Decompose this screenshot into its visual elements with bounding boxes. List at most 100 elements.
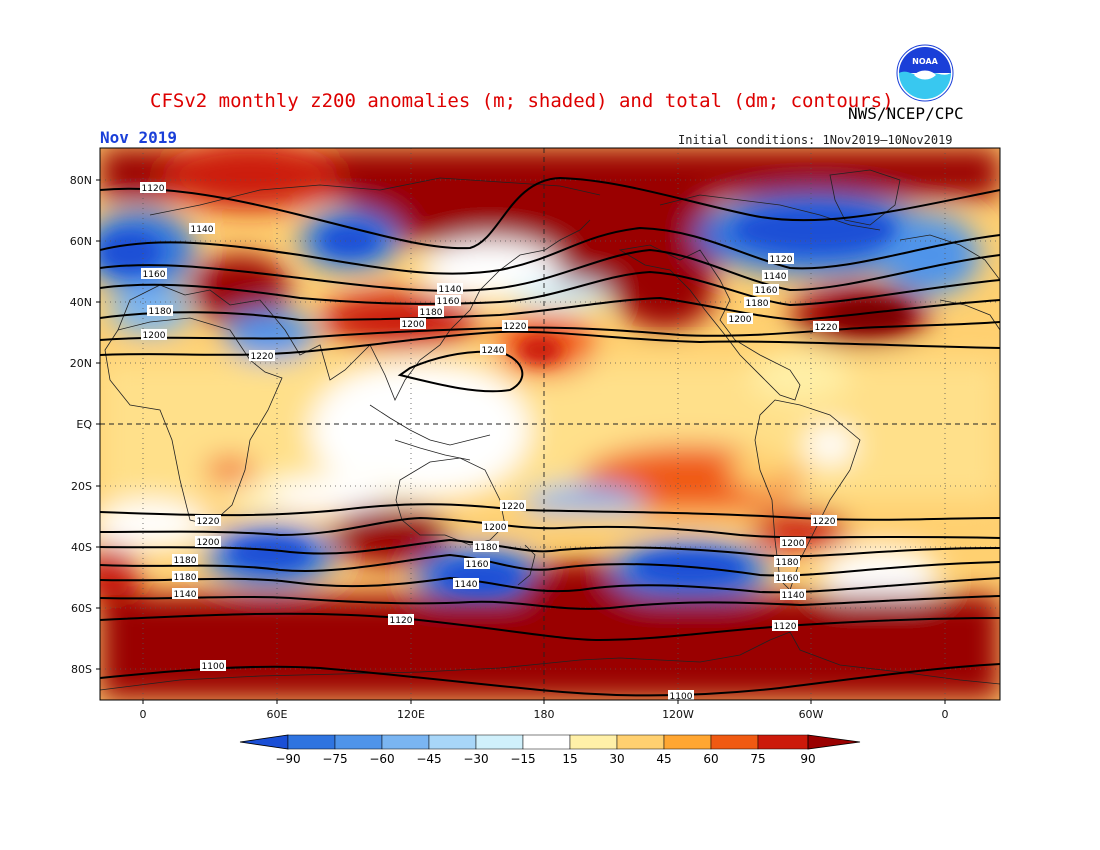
lat-label: 80N bbox=[70, 174, 92, 187]
contour-label: 1140 bbox=[762, 270, 788, 282]
colorbar-label: −90 bbox=[275, 752, 300, 766]
contour-label: 1140 bbox=[453, 578, 479, 590]
contour-label: 1200 bbox=[482, 521, 508, 533]
lat-label: 40S bbox=[71, 541, 92, 554]
colorbar-label: −75 bbox=[322, 752, 347, 766]
colorbar-swatch bbox=[475, 734, 524, 750]
colorbar-label: −45 bbox=[416, 752, 441, 766]
contour-label: 1160 bbox=[753, 284, 779, 296]
longitude-labels: 0 60E 120E 180 120W 60W 0 bbox=[140, 708, 949, 721]
colorbar-swatch bbox=[663, 734, 712, 750]
contour-label-text: 1140 bbox=[764, 272, 787, 282]
contour-label-text: 1220 bbox=[251, 352, 274, 362]
contour-label: 1120 bbox=[772, 620, 798, 632]
colorbar-label: 60 bbox=[703, 752, 718, 766]
contour-label: 1200 bbox=[727, 313, 753, 325]
contour-label: 1200 bbox=[780, 537, 806, 549]
contour-label: 1220 bbox=[502, 320, 528, 332]
agency-label: NWS/NCEP/CPC bbox=[848, 104, 964, 123]
contour-label: 1160 bbox=[435, 295, 461, 307]
contour-label: 1180 bbox=[473, 541, 499, 553]
lon-label: 0 bbox=[942, 708, 949, 721]
contour-label: 1100 bbox=[200, 660, 226, 672]
contour-label-text: 1180 bbox=[475, 543, 498, 553]
contour-label-text: 1200 bbox=[143, 331, 166, 341]
contour-label: 1220 bbox=[195, 515, 221, 527]
contour-label-text: 1240 bbox=[482, 346, 505, 356]
anomaly-shading bbox=[100, 148, 1000, 700]
contour-label-text: 1180 bbox=[746, 299, 769, 309]
contour-label: 1220 bbox=[811, 515, 837, 527]
colorbar-label: −30 bbox=[463, 752, 488, 766]
contour-label-text: 1220 bbox=[197, 517, 220, 527]
lat-label: 80S bbox=[71, 663, 92, 676]
contour-label-text: 1160 bbox=[755, 286, 778, 296]
lat-label: 20S bbox=[71, 480, 92, 493]
contour-label: 1160 bbox=[464, 558, 490, 570]
colorbar-label: −60 bbox=[369, 752, 394, 766]
period-label: Nov 2019 bbox=[100, 128, 178, 147]
contour-label: 1140 bbox=[189, 223, 215, 235]
equator-dateline bbox=[100, 148, 1000, 700]
latitude-labels: 80N 60N 40N 20N EQ 20S 40S 60S 80S bbox=[70, 174, 93, 676]
contour-label-text: 1200 bbox=[782, 539, 805, 549]
contour-label: 1120 bbox=[388, 614, 414, 626]
lon-label: 60E bbox=[267, 708, 288, 721]
colorbar-swatch bbox=[569, 734, 618, 750]
colorbar-right-arrow bbox=[807, 734, 861, 750]
contour-labels: 1120 1140 1160 1180 1200 1220 1140 1160 … bbox=[140, 182, 839, 702]
contour-label-text: 1160 bbox=[437, 297, 460, 307]
colorbar-label: 90 bbox=[800, 752, 815, 766]
contour-label-text: 1180 bbox=[174, 573, 197, 583]
contour-label-text: 1180 bbox=[149, 307, 172, 317]
lat-label: 40N bbox=[70, 296, 92, 309]
contour-label: 1200 bbox=[400, 318, 426, 330]
contour-label: 1240 bbox=[480, 344, 506, 356]
contour-label: 1220 bbox=[500, 500, 526, 512]
contour-label: 1180 bbox=[147, 305, 173, 317]
lat-label: 20N bbox=[70, 357, 92, 370]
contour-label: 1200 bbox=[195, 536, 221, 548]
colorbar-swatch bbox=[428, 734, 477, 750]
contour-label: 1140 bbox=[437, 283, 463, 295]
contour-label-text: 1160 bbox=[776, 574, 799, 584]
contour-label-text: 1140 bbox=[439, 285, 462, 295]
contour-label-text: 1220 bbox=[502, 502, 525, 512]
contour-label: 1200 bbox=[141, 329, 167, 341]
contour-label: 1220 bbox=[249, 350, 275, 362]
contour-label-text: 1160 bbox=[143, 270, 166, 280]
contour-label: 1160 bbox=[141, 268, 167, 280]
contour-label: 1100 bbox=[668, 690, 694, 702]
contour-label-text: 1200 bbox=[484, 523, 507, 533]
contour-label-text: 1120 bbox=[774, 622, 797, 632]
lon-label: 120E bbox=[397, 708, 425, 721]
contour-label-text: 1100 bbox=[670, 692, 693, 702]
lat-label: 60N bbox=[70, 235, 92, 248]
contour-label-text: 1180 bbox=[420, 308, 443, 318]
lat-label: 60S bbox=[71, 602, 92, 615]
lon-label: 0 bbox=[140, 708, 147, 721]
colorbar-label: 30 bbox=[609, 752, 624, 766]
lat-label: EQ bbox=[76, 418, 92, 431]
contour-label: 1120 bbox=[140, 182, 166, 194]
colorbar-label: 15 bbox=[562, 752, 577, 766]
colorbar-label: 75 bbox=[750, 752, 765, 766]
lon-label: 120W bbox=[662, 708, 694, 721]
contour-label-text: 1180 bbox=[174, 556, 197, 566]
noaa-logo-icon: NOAA bbox=[896, 44, 954, 102]
lon-label: 180 bbox=[534, 708, 555, 721]
contour-label: 1160 bbox=[774, 572, 800, 584]
contour-label: 1120 bbox=[768, 253, 794, 265]
colorbar-swatch bbox=[522, 734, 571, 750]
colorbar-swatch bbox=[287, 734, 336, 750]
contour-label-text: 1140 bbox=[782, 591, 805, 601]
contour-label-text: 1220 bbox=[813, 517, 836, 527]
contour-label-text: 1140 bbox=[455, 580, 478, 590]
chart-title: CFSv2 monthly z200 anomalies (m; shaded)… bbox=[150, 90, 894, 112]
contour-label-text: 1100 bbox=[202, 662, 225, 672]
contour-label: 1180 bbox=[172, 554, 198, 566]
colorbar-label: 45 bbox=[656, 752, 671, 766]
colorbar-label: −15 bbox=[510, 752, 535, 766]
contour-label-text: 1160 bbox=[466, 560, 489, 570]
initial-conditions-label: Initial conditions: 1Nov2019–10Nov2019 bbox=[678, 133, 953, 147]
